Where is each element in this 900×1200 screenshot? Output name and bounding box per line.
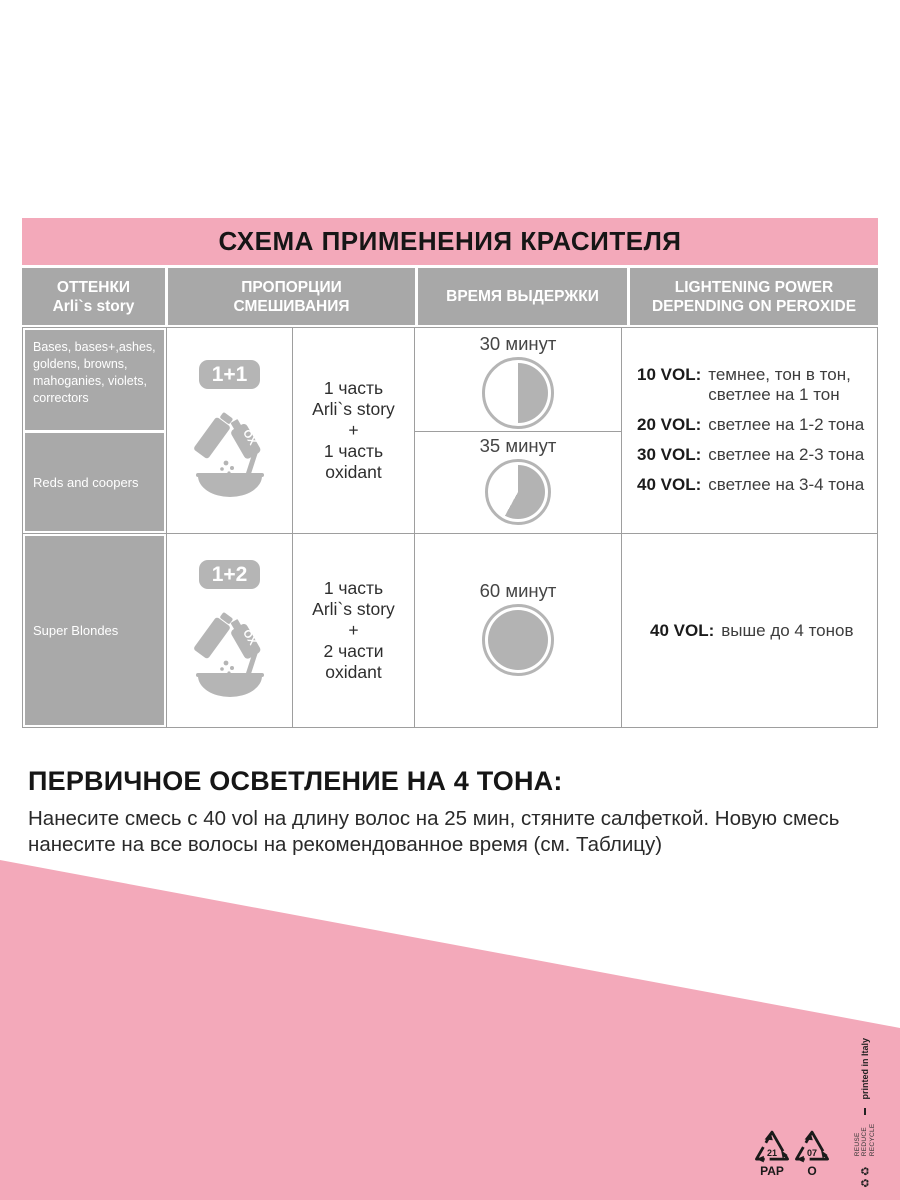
rail-divider	[864, 1107, 866, 1116]
time-label: 30 минут	[479, 333, 557, 354]
timer-clock-icon	[482, 604, 554, 676]
mix-ratio-cell-2: 1+2 OX	[167, 534, 292, 727]
header-shades: ОТТЕНКИ Arli`s story	[22, 268, 165, 325]
recycling-material-label: PAP	[760, 1164, 784, 1178]
mix-text-cell-2: 1 часть Arli`s story + 2 части oxidant	[312, 578, 395, 682]
title-banner: СХЕМА ПРИМЕНЕНИЯ КРАСИТЕЛЯ	[22, 218, 878, 265]
page-title: СХЕМА ПРИМЕНЕНИЯ КРАСИТЕЛЯ	[218, 226, 682, 256]
vol-entry: 10 VOL: темнее, тон в тон, светлее на 1 …	[637, 365, 851, 404]
table-header-row: ОТТЕНКИ Arli`s story ПРОПОРЦИИ СМЕШИВАНИ…	[22, 268, 878, 325]
recycling-pap-mark: 21 PAP	[752, 1128, 792, 1178]
table-grid-line	[414, 328, 415, 727]
printed-in-italy-note: printed in Italy	[860, 1038, 870, 1100]
mix-ratio-cell-1: 1+1 OX	[167, 328, 292, 533]
ratio-badge: 1+1	[198, 360, 261, 389]
time-cell-35min: 35 минут	[415, 432, 621, 533]
bleaching-body: Нанесите смесь с 40 vol на длину волос н…	[28, 807, 840, 856]
table-grid-line	[166, 328, 167, 727]
header-proportions: ПРОПОРЦИИ СМЕШИВАНИЯ	[168, 268, 415, 325]
table-grid-line	[292, 328, 293, 727]
bleaching-heading: ПЕРВИЧНОЕ ОСВЕТЛЕНИЕ НА 4 ТОНА:	[28, 766, 563, 796]
shade-cell-reds: Reds and coopers	[25, 433, 164, 531]
svg-text:07: 07	[807, 1148, 817, 1158]
recycling-material-label: O	[807, 1164, 817, 1178]
mix-text-cell-1: 1 часть Arli`s story + 1 часть oxidant	[312, 378, 395, 482]
schema-table-body: Bases, bases+,ashes, goldens, browns, ma…	[22, 327, 878, 728]
vol-entry: 40 VOL: светлее на 3-4 тона	[637, 475, 865, 494]
table-grid-line	[23, 533, 877, 534]
recycling-triangle-icon: 07	[795, 1130, 829, 1163]
vol-entry: 20 VOL: светлее на 1-2 тона	[637, 415, 865, 434]
mixing-bowl-icon: OX	[193, 612, 264, 697]
footer-side-rail: ♻♻ REUSE REDUCE RECYCLE printed in Italy	[846, 1038, 884, 1188]
timer-pie	[491, 465, 545, 519]
primary-bleaching-section: ПЕРВИЧНОЕ ОСВЕТЛЕНИЕ НА 4 ТОНА: Нанесите…	[28, 766, 878, 858]
recycling-triangle-icon: 21	[755, 1130, 789, 1163]
header-lightening-power: LIGHTENING POWER DEPENDING ON PEROXIDE	[630, 268, 878, 325]
timer-pie	[488, 363, 548, 423]
time-label: 60 минут	[479, 580, 557, 601]
vol-entry: 30 VOL: светлее на 2-3 тона	[637, 445, 865, 464]
recycle-icon: ♻♻	[859, 1164, 872, 1188]
mixing-bowl-icon: OX	[193, 412, 264, 497]
table-grid-line	[621, 328, 622, 727]
time-cell-60min: 60 минут	[415, 534, 621, 727]
lightening-cell-2: 40 VOL: выше до 4 тонов	[622, 534, 876, 727]
lightening-cell-1: 10 VOL: темнее, тон в тон, светлее на 1 …	[622, 328, 876, 532]
time-label: 35 минут	[479, 435, 557, 456]
time-cell-30min: 30 минут	[415, 328, 621, 431]
timer-pie	[488, 610, 548, 670]
ratio-badge: 1+2	[198, 560, 261, 589]
table-grid-line	[414, 431, 621, 432]
svg-text:21: 21	[767, 1148, 777, 1158]
shade-cell-bases: Bases, bases+,ashes, goldens, browns, ma…	[25, 330, 164, 430]
reuse-reduce-recycle-text: REUSE REDUCE RECYCLE	[853, 1123, 876, 1157]
header-time: ВРЕМЯ ВЫДЕРЖКИ	[418, 268, 627, 325]
recycling-07-mark: 07 O	[792, 1128, 832, 1178]
timer-clock-icon	[485, 459, 551, 525]
shade-cell-super-blondes: Super Blondes	[25, 536, 164, 725]
vol-entry: 40 VOL: выше до 4 тонов	[650, 620, 854, 640]
timer-clock-icon	[482, 357, 554, 429]
